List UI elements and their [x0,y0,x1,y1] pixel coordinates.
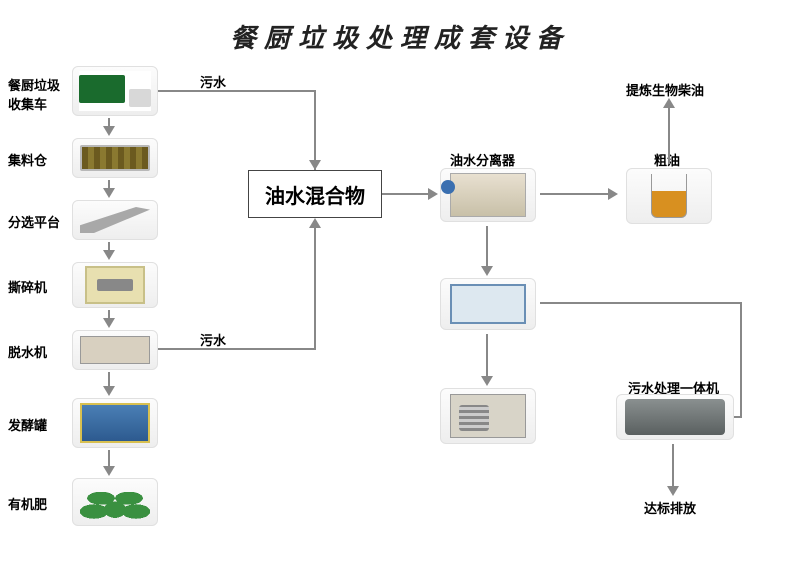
oil-water-separator-icon [440,168,536,222]
arrow-icon [309,160,321,170]
dewater-label: 脱水机 [8,342,47,361]
sorting-label: 分选平台 [8,212,60,231]
arrow-icon [481,376,493,386]
collect-truck-icon [72,66,158,116]
collect-truck-label: 餐厨垃圾 收集车 [8,75,60,113]
arrow-icon [103,318,115,328]
oil-water-mixture-box: 油水混合物 [248,170,382,218]
oil-water-mixture-label: 油水混合物 [265,180,365,209]
hopper-label: 集料仓 [8,150,47,169]
arrow-icon [103,188,115,198]
flow-line [540,193,610,195]
ferment-label: 发酵罐 [8,415,47,434]
arrow-icon [309,218,321,228]
dewater-icon [72,330,158,370]
flow-line [314,228,316,350]
diagram-title: 餐厨垃圾处理成套设备 [0,18,800,55]
flow-line [734,416,742,418]
stack-screw-icon [440,388,536,444]
arrow-icon [103,126,115,136]
arrow-icon [608,188,618,200]
flow-line [740,302,742,416]
fertilizer-icon [72,478,158,526]
flow-label-sewage-bottom: 污水 [200,330,226,349]
flow-line [672,444,674,488]
flow-line [382,193,430,195]
crude-oil-label: 粗油 [654,150,680,169]
ferment-icon [72,398,158,448]
daf-machine-icon [440,278,536,330]
hopper-icon [72,138,158,178]
shredder-icon [72,262,158,308]
flow-line [486,334,488,378]
arrow-icon [103,466,115,476]
discharge-label: 达标排放 [644,498,696,517]
flow-line [486,226,488,268]
flow-line [314,90,316,170]
arrow-icon [428,188,438,200]
fertilizer-label: 有机肥 [8,494,47,513]
flow-line [540,302,740,304]
flow-line [158,348,314,350]
separator-label: 油水分离器 [450,150,515,169]
flow-line [668,108,670,164]
flow-label-sewage-top: 污水 [200,72,226,91]
arrow-icon [103,250,115,260]
arrow-icon [481,266,493,276]
arrow-icon [103,386,115,396]
biodiesel-label: 提炼生物柴油 [626,80,704,99]
shredder-label: 撕碎机 [8,277,47,296]
sewage-treatment-icon [616,394,734,440]
flow-line [158,90,314,92]
crude-oil-icon [626,168,712,224]
arrow-icon [667,486,679,496]
sorting-icon [72,200,158,240]
arrow-icon [663,98,675,108]
